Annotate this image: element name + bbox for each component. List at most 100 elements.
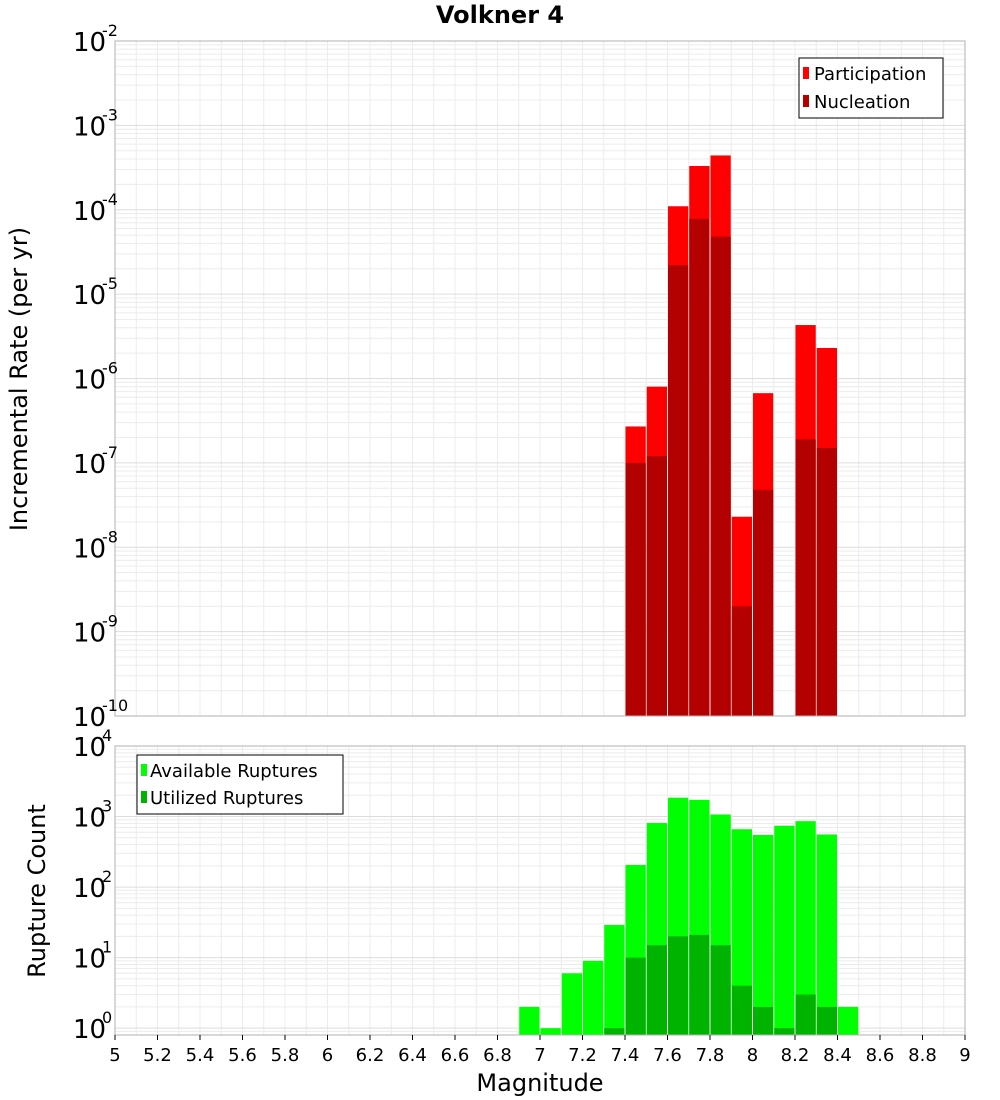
count-y-tick-exponent: 2 xyxy=(102,867,112,886)
count-bar-available-ruptures xyxy=(540,1028,561,1035)
count-bar-available-ruptures xyxy=(753,834,774,1035)
available-legend-label: Available Ruptures xyxy=(150,761,318,782)
rate-y-tick-label: 10 xyxy=(73,281,106,311)
x-axis-label: Magnitude xyxy=(476,1069,603,1097)
rate-bar-nucleation xyxy=(668,265,689,716)
rate-bar-nucleation xyxy=(753,489,774,716)
x-tick-label: 8.6 xyxy=(866,1045,895,1066)
count-y-tick-exponent: 0 xyxy=(102,1008,112,1027)
rate-y-tick-exponent: -4 xyxy=(102,190,118,209)
available-legend-swatch xyxy=(141,764,147,776)
count-y-tick-label: 10 xyxy=(73,1015,106,1045)
x-tick-label: 6 xyxy=(322,1045,333,1066)
count-y-tick-exponent: 1 xyxy=(102,938,112,957)
rate-y-tick-label: 10 xyxy=(73,450,106,480)
count-bar-utilized-ruptures xyxy=(625,957,646,1035)
rate-legend: Participation Nucleation xyxy=(798,57,944,119)
x-tick-label: 8.2 xyxy=(781,1045,810,1066)
count-legend-box xyxy=(136,754,344,815)
count-bar-utilized-ruptures xyxy=(646,945,667,1035)
rate-bar-nucleation xyxy=(625,462,646,716)
x-tick-label: 5.8 xyxy=(271,1045,300,1066)
count-bar-utilized-ruptures xyxy=(795,994,816,1035)
rate-bar-nucleation xyxy=(816,448,837,716)
count-bar-available-ruptures xyxy=(561,973,582,1035)
participation-legend-swatch xyxy=(803,67,809,79)
rate-y-tick-exponent: -5 xyxy=(102,274,118,293)
x-tick-label: 6.2 xyxy=(356,1045,385,1066)
count-bar-available-ruptures xyxy=(795,821,816,1035)
rate-y-tick-label: 10 xyxy=(73,197,106,227)
count-bar-utilized-ruptures xyxy=(753,1006,774,1035)
rate-y-tick-label: 10 xyxy=(73,534,106,564)
count-bar-utilized-ruptures xyxy=(710,945,731,1035)
rate-y-tick-exponent: -2 xyxy=(102,21,118,40)
utilized-legend-swatch xyxy=(141,791,147,803)
rate-y-tick-exponent: -7 xyxy=(102,443,118,462)
rate-grid xyxy=(114,41,966,717)
count-legend: Available Ruptures Utilized Ruptures xyxy=(136,754,344,815)
x-tick-label: 5 xyxy=(109,1045,120,1066)
count-bar-available-ruptures xyxy=(604,925,625,1035)
rate-y-tick-label: 10 xyxy=(73,366,106,396)
count-bar-utilized-ruptures xyxy=(731,985,752,1035)
count-bar-utilized-ruptures xyxy=(668,936,689,1035)
rate-y-tick-label: 10 xyxy=(73,28,106,58)
count-y-tick-label: 10 xyxy=(73,874,106,904)
x-tick-label: 5.6 xyxy=(228,1045,257,1066)
participation-legend-label: Participation xyxy=(814,64,926,85)
rate-y-tick-label: 10 xyxy=(73,112,106,142)
x-tick-label: 5.4 xyxy=(186,1045,215,1066)
count-bar-available-ruptures xyxy=(519,1006,540,1035)
rate-plot-border xyxy=(114,40,966,717)
rate-bar-nucleation xyxy=(689,218,710,716)
rate-bar-nucleation xyxy=(710,236,731,716)
nucleation-legend-swatch xyxy=(803,95,809,107)
count-y-axis-label: Rupture Count xyxy=(23,804,51,978)
x-tick-label: 8 xyxy=(747,1045,758,1066)
rate-y-tick-exponent: -3 xyxy=(102,105,118,124)
count-y-tick-exponent: 3 xyxy=(102,797,112,816)
x-tick-label: 7.2 xyxy=(568,1045,597,1066)
count-bar-available-ruptures xyxy=(731,829,752,1035)
count-bar-utilized-ruptures xyxy=(604,1028,625,1035)
count-bar-available-ruptures xyxy=(838,1006,859,1035)
rate-bar-nucleation xyxy=(731,606,752,716)
x-tick-label: 9 xyxy=(959,1045,970,1066)
rate-y-tick-exponent: -8 xyxy=(102,527,118,546)
x-tick-label: 6.8 xyxy=(483,1045,512,1066)
count-bar-utilized-ruptures xyxy=(816,1006,837,1035)
rate-y-tick-exponent: -10 xyxy=(102,696,128,715)
count-y-tick-label: 10 xyxy=(73,804,106,834)
rate-bar-nucleation xyxy=(795,439,816,716)
x-tick-label: 8.8 xyxy=(908,1045,937,1066)
rate-y-tick-exponent: -6 xyxy=(102,359,118,378)
x-tick-label: 6.4 xyxy=(398,1045,427,1066)
count-bar-available-ruptures xyxy=(816,834,837,1035)
count-bars xyxy=(519,797,859,1035)
x-tick-label: 7 xyxy=(534,1045,545,1066)
count-bar-utilized-ruptures xyxy=(774,1028,795,1035)
count-bar-available-ruptures xyxy=(583,960,604,1035)
rate-bars xyxy=(625,155,837,717)
rate-bar-nucleation xyxy=(646,456,667,716)
x-tick-label: 6.6 xyxy=(441,1045,470,1066)
count-y-tick-exponent: 4 xyxy=(102,726,112,745)
x-ticks: 5 5.2 5.4 5.6 5.8 6 6.2 6.4 6.6 6.8 7 7.2 7.4 7.6 7.8 8… xyxy=(109,1035,971,1066)
rate-y-axis-label: Incremental Rate (per yr) xyxy=(5,227,33,531)
chart-title: Volkner 4 xyxy=(436,1,564,29)
x-tick-label: 7.4 xyxy=(611,1045,640,1066)
rate-y-tick-label: 10 xyxy=(73,703,106,733)
count-y-tick-label: 10 xyxy=(73,945,106,975)
x-tick-label: 7.8 xyxy=(696,1045,725,1066)
count-bar-utilized-ruptures xyxy=(689,934,710,1035)
nucleation-legend-label: Nucleation xyxy=(814,92,910,113)
rate-y-tick-label: 10 xyxy=(73,619,106,649)
count-y-tick-label: 10 xyxy=(73,733,106,763)
rate-legend-box xyxy=(798,57,944,119)
